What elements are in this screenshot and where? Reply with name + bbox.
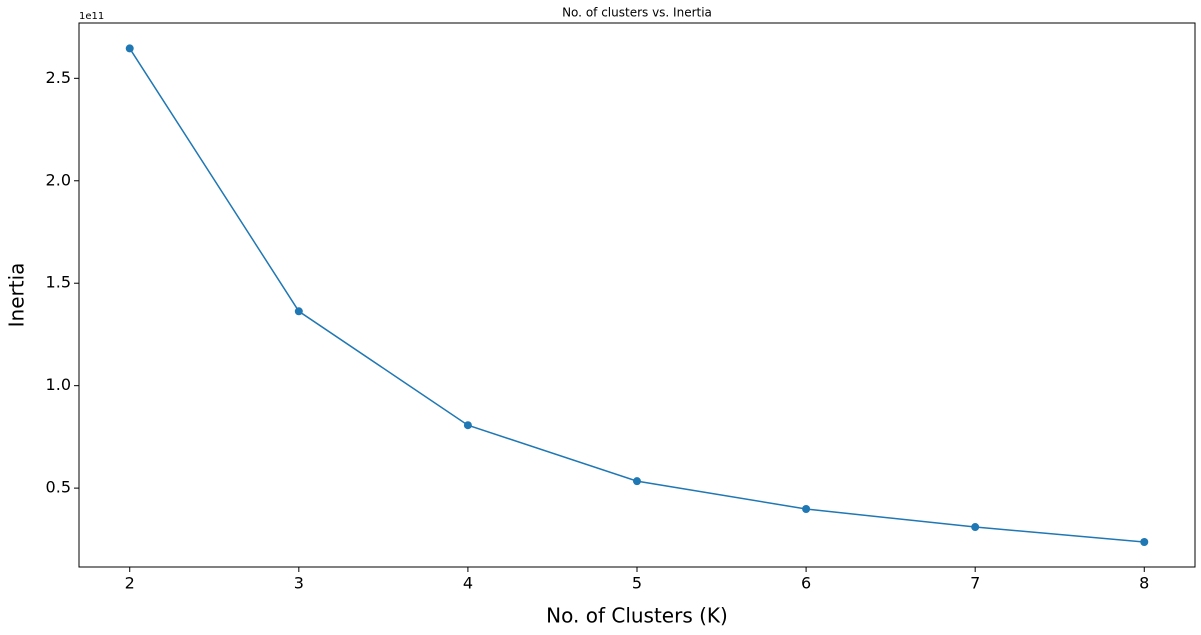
line xyxy=(129,48,1145,543)
y-tick-label: 2.5 xyxy=(46,68,71,87)
marker xyxy=(294,307,303,316)
x-axis-label: No. of Clusters (K) xyxy=(546,604,728,628)
marker xyxy=(633,477,641,486)
x-tick-label: 3 xyxy=(294,574,304,593)
y-tick-label: 1.0 xyxy=(46,375,71,394)
marker xyxy=(802,505,811,514)
marker xyxy=(971,523,980,532)
plot-frame xyxy=(78,22,1196,568)
marker xyxy=(125,44,134,53)
x-tick-label: 6 xyxy=(801,574,811,593)
x-tick-label: 2 xyxy=(125,574,135,593)
y-tick-label: 1.5 xyxy=(46,273,71,292)
y-offset-label: 1e11 xyxy=(79,11,104,22)
x-tick-label: 7 xyxy=(970,574,980,593)
marker xyxy=(1140,538,1149,547)
y-axis-label: Inertia xyxy=(5,263,29,328)
x-tick-label: 5 xyxy=(632,574,642,593)
y-tick-label: 0.5 xyxy=(46,478,71,497)
marker xyxy=(463,421,472,430)
x-tick-label: 4 xyxy=(463,574,473,593)
x-tick-label: 8 xyxy=(1139,574,1149,593)
chart-title: No. of clusters vs. Inertia xyxy=(562,6,712,20)
y-tick-label: 2.0 xyxy=(46,170,71,189)
